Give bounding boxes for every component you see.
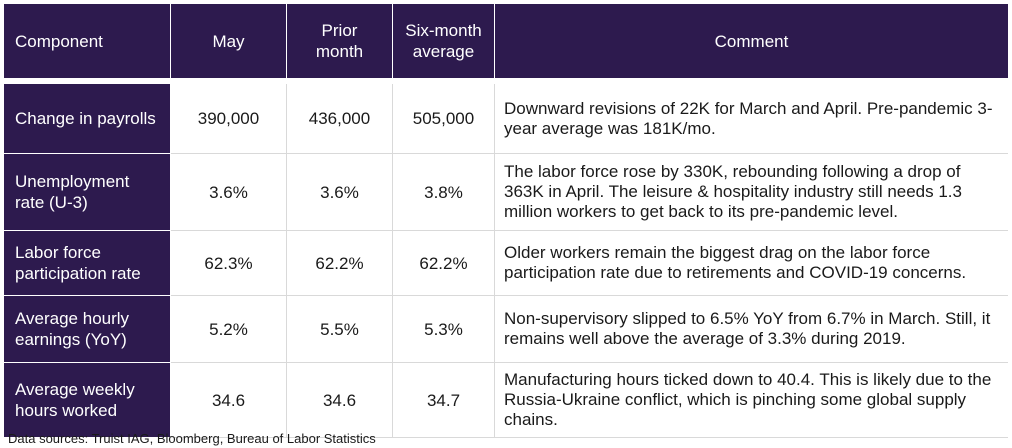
header-prior-month: Prior month [287,4,393,84]
cell-six-month-average: 5.3% [393,296,495,363]
row-label-average-weekly-hours: Average weekly hours worked [4,363,171,438]
cell-may: 390,000 [171,84,287,154]
row-label-line2: rate (U-3) [15,193,88,212]
cell-comment: Non-supervisory slipped to 6.5% YoY from… [495,296,1008,363]
row-label-unemployment-rate: Unemployment rate (U-3) [4,154,171,231]
header-prior-month-line1: Prior [321,21,358,40]
cell-six-month-average: 3.8% [393,154,495,231]
header-prior-month-line2: month [315,42,364,61]
cell-prior-month: 3.6% [287,154,393,231]
cell-comment: Older workers remain the biggest drag on… [495,231,1008,296]
payrolls-summary-table: Component May Prior month Six-month aver… [4,4,1008,438]
row-label-line1: Labor force [15,243,101,262]
table-row: Average weekly hours worked 34.6 34.6 34… [4,363,1008,438]
row-label-line1: Change in payrolls [15,109,156,128]
row-label-line2: participation rate [15,264,141,283]
table-row: Unemployment rate (U-3) 3.6% 3.6% 3.8% T… [4,154,1008,231]
header-comment: Comment [495,4,1008,84]
header-six-month-line2: average [412,42,475,61]
cell-six-month-average: 62.2% [393,231,495,296]
cell-comment: The labor force rose by 330K, rebounding… [495,154,1008,231]
row-label-line2: hours worked [15,401,118,420]
row-label-change-in-payrolls: Change in payrolls [4,84,171,154]
cell-six-month-average: 505,000 [393,84,495,154]
cell-comment: Manufacturing hours ticked down to 40.4.… [495,363,1008,438]
cell-may: 62.3% [171,231,287,296]
row-label-line1: Average hourly [15,309,130,328]
cell-may: 5.2% [171,296,287,363]
cell-may: 34.6 [171,363,287,438]
row-label-labor-force-participation: Labor force participation rate [4,231,171,296]
table-row: Labor force participation rate 62.3% 62.… [4,231,1008,296]
cell-prior-month: 62.2% [287,231,393,296]
table-row: Average hourly earnings (YoY) 5.2% 5.5% … [4,296,1008,363]
cell-six-month-average: 34.7 [393,363,495,438]
cell-prior-month: 34.6 [287,363,393,438]
row-label-average-hourly-earnings: Average hourly earnings (YoY) [4,296,171,363]
header-may: May [171,4,287,84]
table-row: Change in payrolls 390,000 436,000 505,0… [4,84,1008,154]
row-label-line1: Average weekly [15,380,135,399]
header-six-month-average: Six-month average [393,4,495,84]
table-body: Change in payrolls 390,000 436,000 505,0… [4,84,1008,438]
table-header: Component May Prior month Six-month aver… [4,4,1008,84]
cell-prior-month: 436,000 [287,84,393,154]
header-component: Component [4,4,171,84]
cell-may: 3.6% [171,154,287,231]
cell-comment: Downward revisions of 22K for March and … [495,84,1008,154]
cell-prior-month: 5.5% [287,296,393,363]
row-label-line2: earnings (YoY) [15,330,127,349]
header-row: Component May Prior month Six-month aver… [4,4,1008,84]
data-sources-footnote: Data sources: Truist IAG, Bloomberg, Bur… [8,431,376,446]
header-six-month-line1: Six-month [405,21,482,40]
row-label-line1: Unemployment [15,172,130,191]
